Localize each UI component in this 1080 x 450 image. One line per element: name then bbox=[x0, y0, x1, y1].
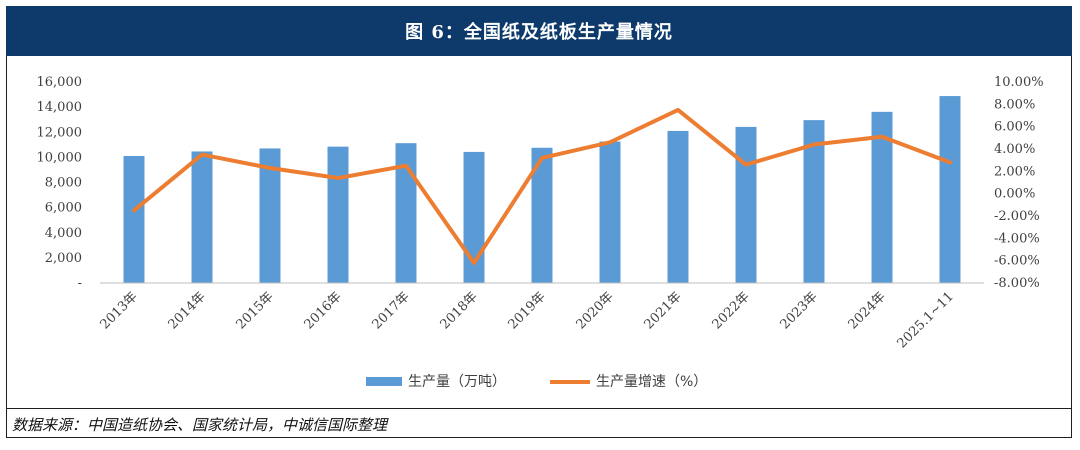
right-axis-tick-label: 10.00% bbox=[994, 75, 1044, 90]
legend-bar-label: 生产量（万吨） bbox=[408, 374, 506, 390]
x-axis-tick-label: 2016年 bbox=[302, 289, 345, 332]
x-axis-tick-label: 2014年 bbox=[166, 289, 209, 332]
source-divider bbox=[6, 408, 1072, 409]
bar bbox=[531, 147, 553, 283]
x-axis-tick-label: 2019年 bbox=[506, 289, 549, 332]
bar bbox=[259, 148, 281, 283]
bar bbox=[667, 130, 689, 283]
bar bbox=[735, 126, 757, 283]
right-axis-tick-label: -4.00% bbox=[994, 231, 1040, 246]
bar bbox=[803, 120, 825, 283]
left-axis-tick-label: 6,000 bbox=[45, 201, 82, 216]
left-axis-tick-label: 8,000 bbox=[45, 176, 82, 191]
bar bbox=[463, 151, 485, 283]
bar bbox=[939, 96, 961, 283]
right-axis-tick-label: 8.00% bbox=[994, 97, 1035, 112]
legend-line-label: 生产量增速（%） bbox=[596, 374, 707, 390]
source-note: 数据来源：中国造纸协会、国家统计局，中诚信国际整理 bbox=[12, 416, 388, 434]
x-axis-tick-label: 2018年 bbox=[438, 289, 481, 332]
right-axis-tick-label: 6.00% bbox=[994, 120, 1035, 135]
right-axis-tick-label: -6.00% bbox=[994, 254, 1040, 269]
x-axis-tick-label: 2022年 bbox=[710, 289, 753, 332]
bar bbox=[599, 141, 621, 283]
figure-title: 图 6：全国纸及纸板生产量情况 bbox=[6, 6, 1072, 56]
bar bbox=[191, 151, 213, 283]
bar bbox=[871, 111, 893, 283]
bar bbox=[395, 143, 417, 283]
x-axis-tick-label: 2025.1~11 bbox=[895, 289, 957, 351]
bar bbox=[327, 146, 349, 283]
x-axis-tick-label: 2023年 bbox=[778, 289, 821, 332]
left-axis-tick-label: 4,000 bbox=[45, 226, 82, 241]
left-axis-tick-label: 14,000 bbox=[37, 100, 83, 115]
x-axis-tick-label: 2015年 bbox=[234, 289, 277, 332]
right-axis-tick-label: 4.00% bbox=[994, 142, 1035, 157]
left-axis-tick-label: 12,000 bbox=[37, 125, 83, 140]
left-axis-tick-label: 2,000 bbox=[45, 251, 82, 266]
x-axis-tick-label: 2020年 bbox=[574, 289, 617, 332]
x-axis-tick-label: 2017年 bbox=[370, 289, 413, 332]
left-axis-tick-label: 10,000 bbox=[37, 150, 83, 165]
right-axis-tick-label: 2.00% bbox=[994, 164, 1035, 179]
left-axis-tick-label: 16,000 bbox=[37, 75, 83, 90]
right-axis-tick-label: 0.00% bbox=[994, 187, 1035, 202]
right-axis-tick-label: -8.00% bbox=[994, 276, 1040, 291]
bar bbox=[123, 155, 145, 283]
x-axis-tick-label: 2024年 bbox=[846, 289, 889, 332]
right-axis-tick-label: -2.00% bbox=[994, 209, 1040, 224]
legend-bar-swatch bbox=[366, 377, 402, 386]
x-axis-tick-label: 2013年 bbox=[98, 289, 141, 332]
left-axis-tick-label: - bbox=[78, 276, 82, 291]
x-axis-tick-label: 2021年 bbox=[642, 289, 685, 332]
